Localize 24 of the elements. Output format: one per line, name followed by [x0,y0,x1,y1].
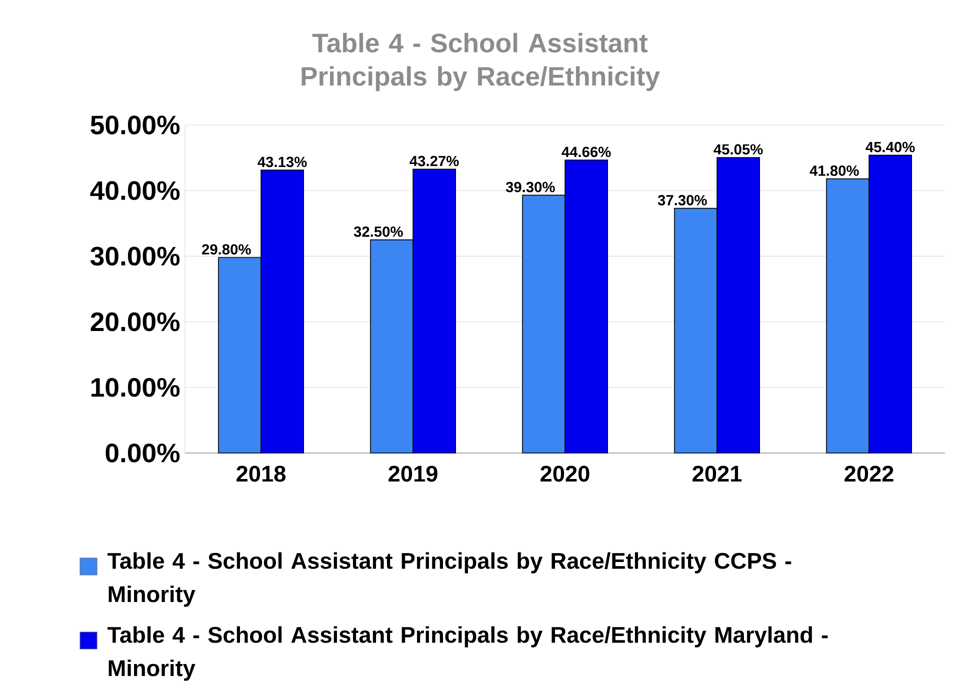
data-label: 44.66% [562,146,611,158]
data-label: 45.05% [714,144,763,155]
y-tick-label: 50.00% [90,116,180,134]
data-label: 37.30% [658,194,707,206]
y-tick-label: 10.00% [92,378,180,397]
legend-label: Table 4 - School Assistant Principals by Race/Ethnicity Maryland - Minority [108,626,828,681]
data-label: 45.40% [866,142,915,152]
data-label: 39.30% [506,182,555,192]
x-tick-label: 2021 [692,466,742,482]
data-label: 29.80% [202,244,251,255]
data-label: 41.80% [810,165,859,176]
y-tick-label: 30.00% [90,246,180,266]
y-tick-label: 0.00% [106,444,180,462]
data-label: 43.27% [410,156,459,166]
x-tick-label: 2018 [236,466,286,482]
y-tick-label: 20.00% [90,312,180,332]
data-label: 32.50% [354,226,403,237]
x-tick-label: 2022 [844,466,894,482]
data-label: 43.13% [258,156,307,168]
x-tick-label: 2019 [388,466,438,482]
x-tick-label: 2020 [540,466,590,482]
chart-title: Table 4 - School Assistant Principals by Race/Ethnicity [302,32,660,92]
y-tick-label: 40.00% [90,181,180,200]
legend-label: Table 4 - School Assistant Principals by Race/Ethnicity CCPS - Minority [108,552,792,607]
